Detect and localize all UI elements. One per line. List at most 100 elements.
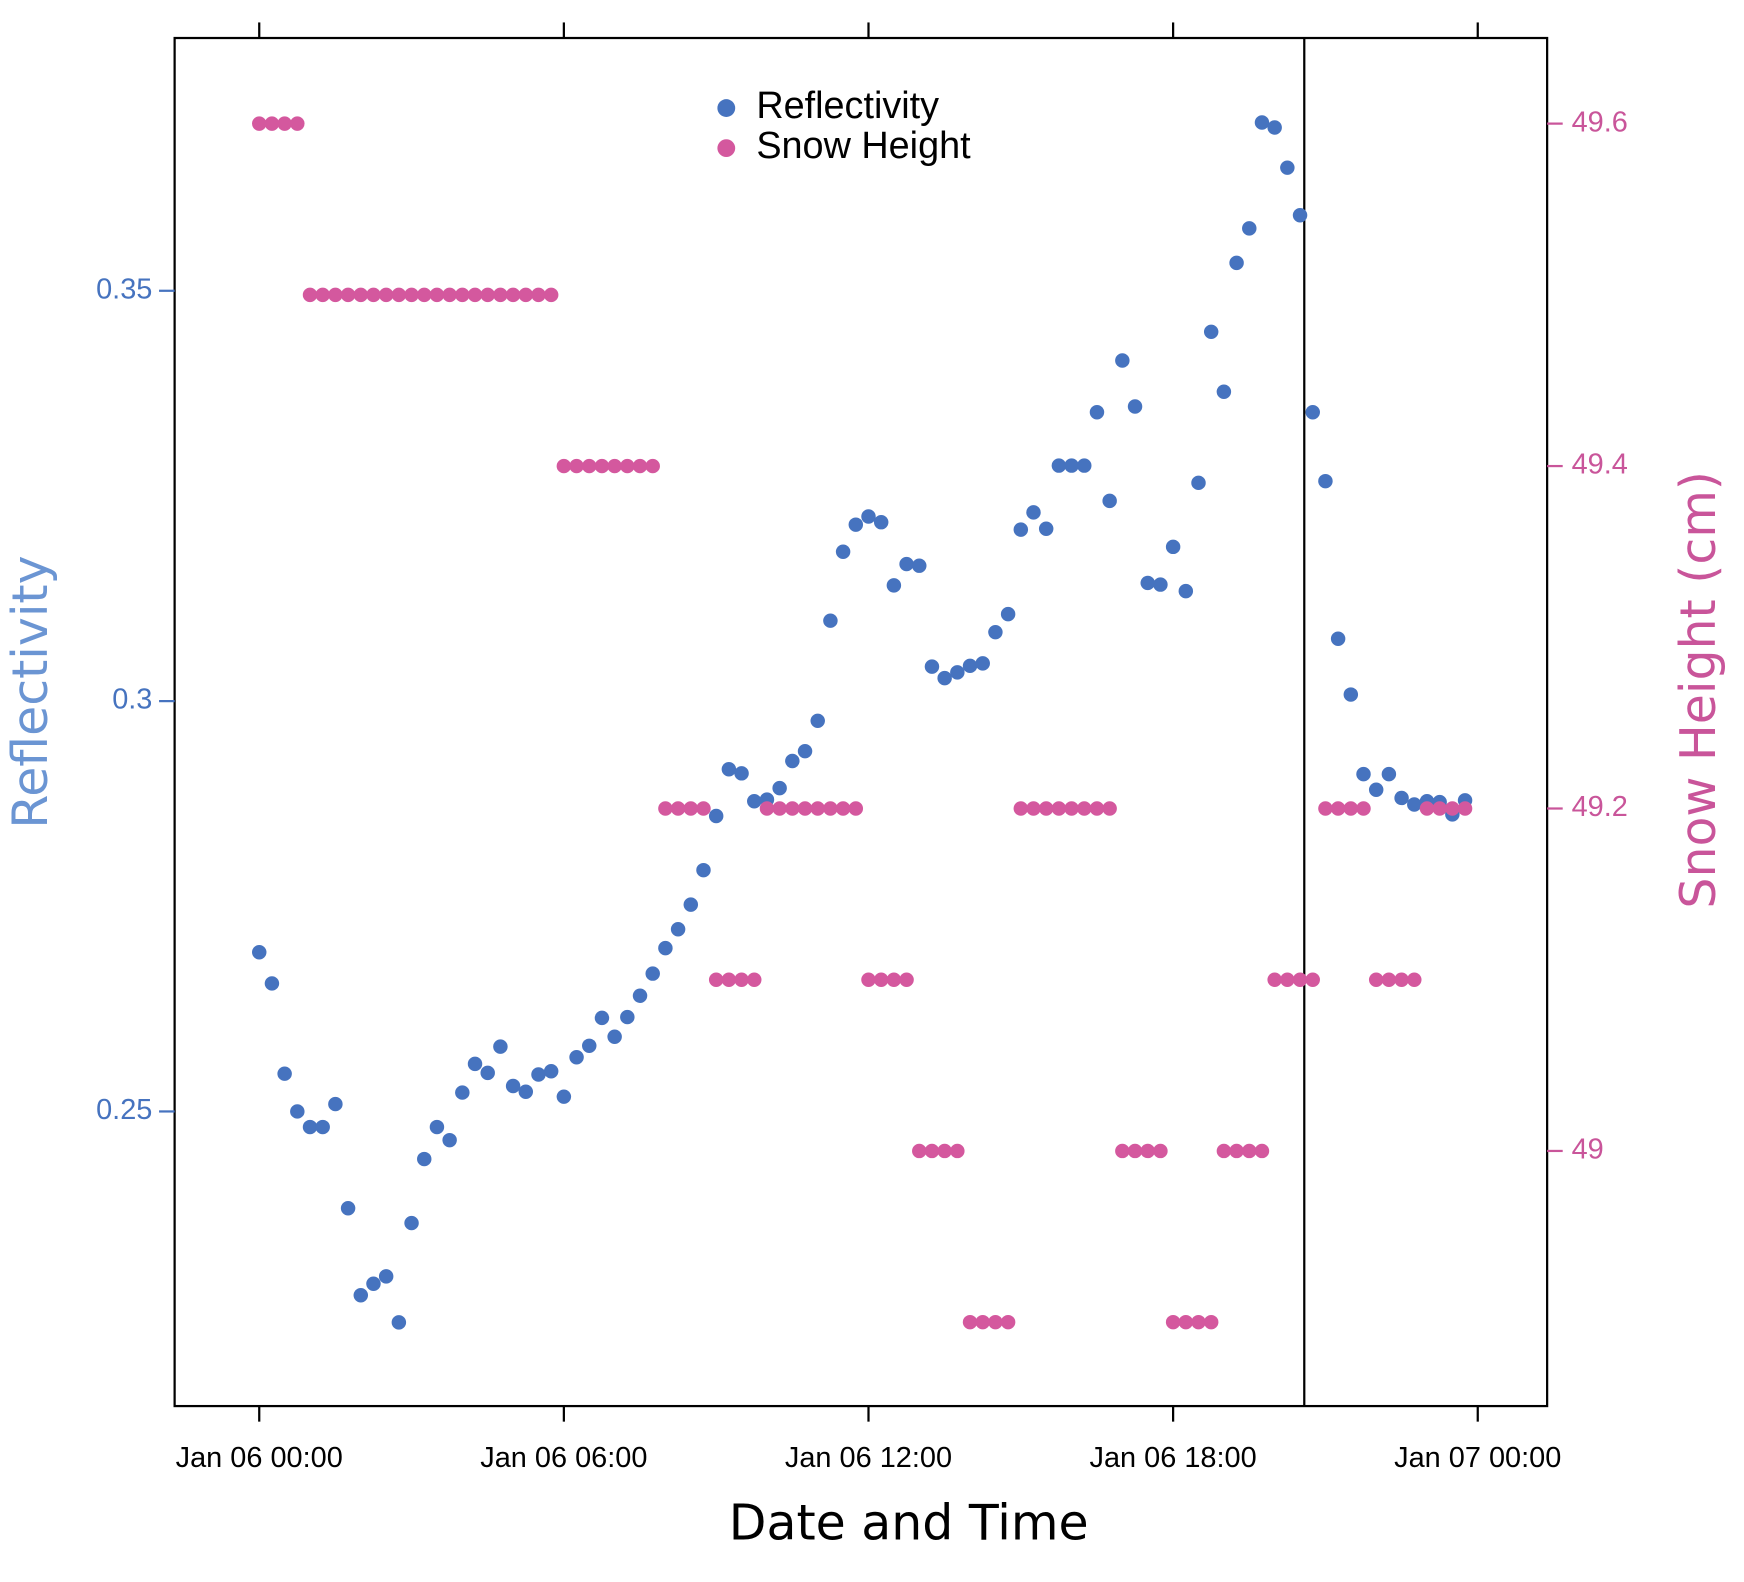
point bbox=[823, 801, 838, 816]
point bbox=[1356, 801, 1371, 816]
point bbox=[988, 1314, 1003, 1330]
point bbox=[1013, 522, 1029, 537]
point bbox=[442, 287, 457, 303]
point bbox=[759, 801, 775, 816]
point bbox=[696, 862, 711, 878]
point bbox=[1013, 801, 1029, 816]
point bbox=[924, 1143, 940, 1159]
point bbox=[1343, 801, 1359, 816]
plot-frame bbox=[173, 36, 1549, 1408]
x-tick-label: Jan 06 06:00 bbox=[480, 1442, 647, 1474]
y2-axis-title: Snow Height (cm) bbox=[1670, 471, 1727, 909]
point bbox=[594, 458, 610, 474]
point bbox=[607, 1029, 622, 1044]
point bbox=[505, 287, 521, 303]
point bbox=[467, 287, 483, 303]
point bbox=[531, 1067, 546, 1082]
point bbox=[1026, 801, 1041, 816]
point bbox=[569, 1050, 584, 1065]
point bbox=[1115, 1143, 1130, 1159]
point bbox=[1077, 801, 1092, 816]
point bbox=[417, 1151, 432, 1167]
point bbox=[1432, 801, 1447, 816]
point bbox=[1254, 1143, 1270, 1159]
point bbox=[772, 801, 787, 816]
point bbox=[1407, 797, 1422, 812]
x-tick-label: Jan 06 18:00 bbox=[1090, 1442, 1257, 1474]
point bbox=[429, 287, 445, 303]
point bbox=[696, 801, 711, 816]
point bbox=[1115, 353, 1130, 368]
point bbox=[1077, 458, 1092, 473]
point bbox=[708, 972, 724, 987]
point bbox=[378, 1269, 394, 1284]
point bbox=[1292, 208, 1308, 223]
point bbox=[493, 1039, 508, 1054]
point bbox=[1292, 972, 1308, 987]
point bbox=[1064, 458, 1079, 473]
point bbox=[1280, 972, 1295, 987]
y2-tick-label: 49.6 bbox=[1572, 106, 1628, 138]
point bbox=[797, 801, 813, 816]
point bbox=[429, 1119, 445, 1135]
point bbox=[328, 1096, 343, 1112]
point bbox=[1140, 1143, 1155, 1159]
point bbox=[467, 1056, 483, 1072]
point bbox=[924, 659, 940, 674]
point bbox=[810, 713, 825, 729]
point bbox=[658, 801, 673, 816]
point bbox=[937, 670, 952, 686]
point bbox=[1089, 801, 1105, 816]
point bbox=[1368, 782, 1384, 797]
point bbox=[721, 761, 737, 777]
point bbox=[1038, 801, 1054, 816]
point bbox=[1394, 972, 1409, 987]
point bbox=[480, 1065, 495, 1081]
point bbox=[810, 801, 825, 816]
point bbox=[861, 972, 876, 987]
point bbox=[455, 1085, 470, 1100]
point bbox=[632, 988, 648, 1003]
point bbox=[315, 1119, 330, 1135]
point bbox=[480, 287, 495, 303]
point bbox=[290, 116, 305, 131]
point bbox=[1267, 972, 1282, 987]
point bbox=[1000, 1314, 1016, 1330]
point bbox=[582, 1038, 597, 1054]
point bbox=[950, 665, 965, 680]
point bbox=[1305, 405, 1320, 420]
point bbox=[1229, 255, 1244, 271]
point bbox=[886, 972, 902, 987]
point bbox=[543, 1064, 559, 1079]
point bbox=[277, 116, 292, 131]
point bbox=[1343, 687, 1359, 702]
point bbox=[912, 558, 927, 573]
point bbox=[670, 801, 686, 816]
legend-label: Reflectivity bbox=[756, 85, 939, 127]
point bbox=[937, 1143, 952, 1159]
point bbox=[1254, 115, 1270, 130]
point bbox=[620, 458, 635, 474]
point bbox=[1280, 160, 1295, 175]
point bbox=[404, 287, 419, 303]
point bbox=[1178, 1314, 1194, 1330]
point bbox=[556, 458, 572, 474]
point bbox=[1330, 631, 1346, 646]
point bbox=[670, 922, 686, 937]
point bbox=[264, 976, 280, 991]
point bbox=[1178, 583, 1194, 599]
point bbox=[899, 972, 914, 987]
point bbox=[1051, 801, 1067, 816]
point bbox=[1191, 475, 1206, 491]
point bbox=[1191, 1314, 1206, 1330]
point bbox=[1407, 972, 1422, 987]
point bbox=[873, 972, 889, 987]
point bbox=[1026, 505, 1041, 520]
point bbox=[1216, 1143, 1232, 1159]
point bbox=[899, 556, 914, 572]
point bbox=[861, 509, 876, 524]
point bbox=[1267, 120, 1282, 135]
point bbox=[835, 544, 851, 559]
point bbox=[1305, 972, 1320, 987]
point bbox=[417, 287, 432, 303]
